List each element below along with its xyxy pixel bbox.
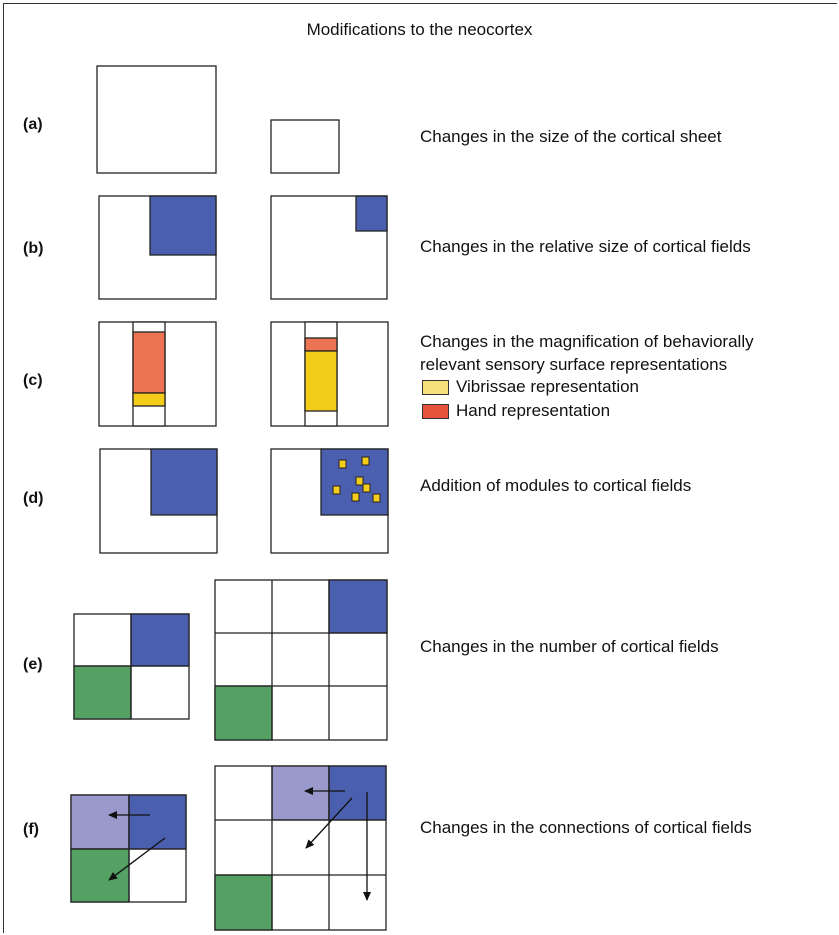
legend-item-hand: Hand representation [422,401,610,421]
module [361,456,370,466]
panel-e-right-green [214,685,273,741]
panel-f-left-purple [70,794,130,850]
legend-swatch-hand [422,403,449,419]
panel-c-right-vibrissae [304,350,338,412]
panel-d-modules [332,456,381,503]
row-description-c-line1: Changes in the magnification of behavior… [420,332,754,351]
row-description-a: Changes in the size of the cortical shee… [420,127,722,146]
connection-arrows [108,787,371,901]
row-description-b: Changes in the relative size of cortical… [420,237,751,256]
row-description-f: Changes in the connections of cortical f… [420,818,752,837]
panel-d [99,448,389,554]
row-label-f: (f) [23,821,39,838]
panel-a-large-sheet [96,65,217,174]
panel-e-left-green [73,665,132,720]
row-description-d: Addition of modules to cortical fields [420,476,692,495]
module [362,483,371,493]
panel-c-left-hand [132,331,166,394]
panel-d-left-field [150,448,218,516]
panel-f-left-blue [128,794,187,850]
panel-f-right-green [214,874,273,931]
panel-c-left-vibrissae [132,392,166,407]
row-label-b: (b) [23,240,44,257]
panel-a-small-sheet [270,119,340,174]
module [332,485,341,495]
row-label-c: (c) [23,372,43,389]
legend-label-vibrissae: Vibrissae representation [456,377,640,396]
panel-b-right-field [355,195,388,232]
legend-label-hand: Hand representation [456,401,611,420]
panel-f-right-purple [271,765,330,821]
row-label-a: (a) [23,116,43,133]
panel-a [96,65,340,174]
panel-b-left-field [149,195,217,256]
figure-frame [3,3,837,933]
legend-swatch-vibrissae [422,379,449,395]
arrow-f-right-diagonal [305,797,353,849]
panel-c-right-hand [304,337,338,352]
panel-f-left-green [70,848,130,903]
row-description-e: Changes in the number of cortical fields [420,637,719,656]
arrow-f-left-diagonal [108,837,166,881]
module [351,492,360,502]
module [355,476,364,486]
panel-e [73,579,388,741]
panel-b [98,195,388,300]
panel-e-left-blue [130,613,190,667]
legend-item-vibrissae: Vibrissae representation [422,377,639,397]
panel-d-right-field [320,448,389,516]
panel-e-right-blue [328,579,388,634]
module [372,493,381,503]
row-label-d: (d) [23,490,44,507]
row-label-e: (e) [23,656,43,673]
panel-f-right-blue [328,765,387,821]
module [338,459,347,469]
panel-c [98,321,389,427]
panel-f [70,765,387,931]
row-description-c-line2: relevant sensory surface representations [420,355,728,374]
figure-title: Modifications to the neocortex [306,20,533,39]
